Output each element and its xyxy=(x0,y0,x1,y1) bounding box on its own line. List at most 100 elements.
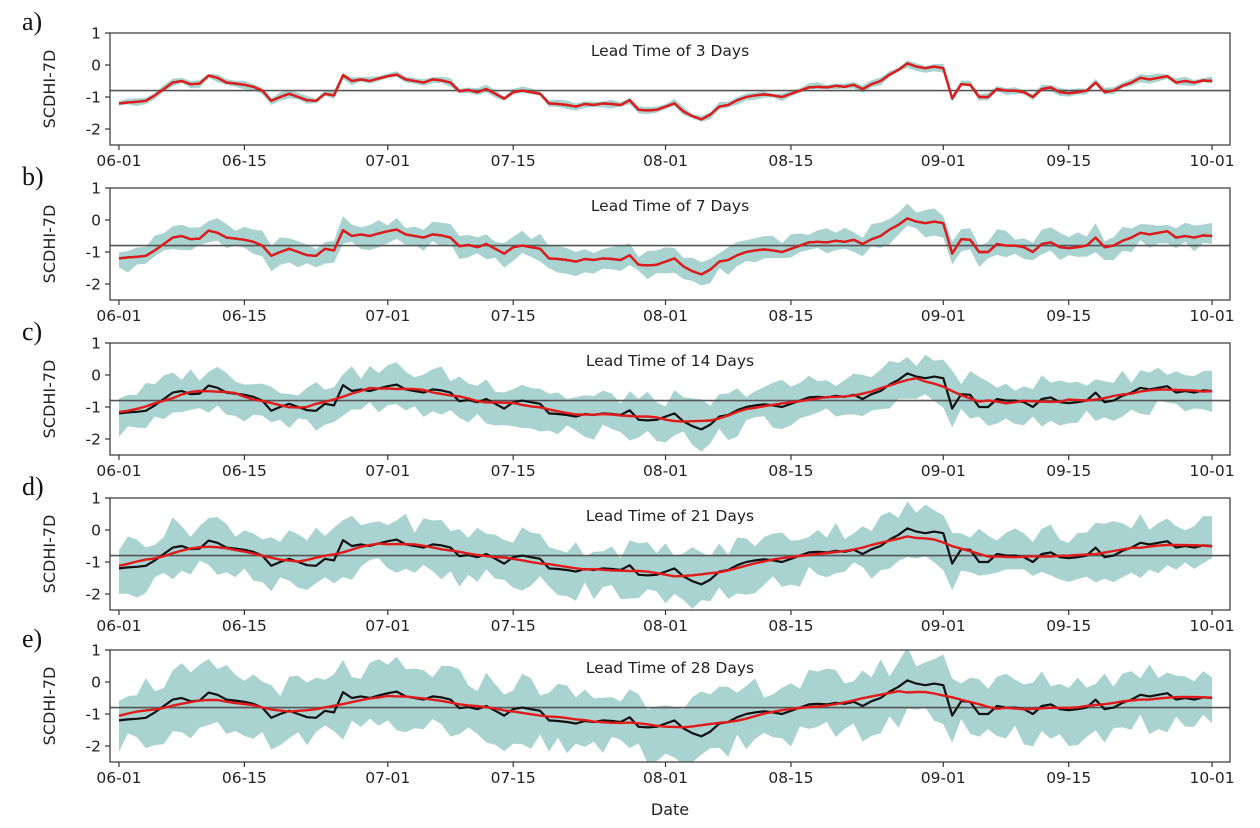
y-tick-label: -2 xyxy=(86,431,101,449)
x-tick-label: 06-15 xyxy=(222,152,267,170)
panel-3: 1 0 -1 -2 06-01 06-15 07-01 07-15 08-01 08-15 09-0… xyxy=(22,317,1235,480)
x-tick-label: 08-01 xyxy=(643,307,688,325)
y-tick-label: -1 xyxy=(86,399,101,417)
forecast-mean-line xyxy=(118,690,1213,729)
x-tick-label: 06-15 xyxy=(222,617,267,635)
y-tick-label: 1 xyxy=(91,180,101,198)
x-tick-label: 06-01 xyxy=(96,617,141,635)
y-tick-label: 0 xyxy=(91,367,101,385)
plot-frame xyxy=(109,497,1231,611)
panels-layer: 1 0 -1 -2 06-01 06-15 07-01 07-15 08-01 08-15 09-0… xyxy=(22,7,1235,787)
y-tick-label: -1 xyxy=(86,554,101,572)
y-tick-label: -1 xyxy=(86,706,101,724)
x-tick-label: 06-15 xyxy=(222,769,267,787)
y-axis-label: SCDHI-7D xyxy=(40,50,59,129)
observed-line xyxy=(118,527,1213,586)
ensemble-band xyxy=(119,203,1213,286)
x-tick-label: 09-15 xyxy=(1046,152,1091,170)
panel-title: Lead Time of 3 Days xyxy=(591,42,749,60)
panel-letter: c) xyxy=(22,317,42,346)
x-tick-label: 08-01 xyxy=(643,152,688,170)
x-tick-label: 10-01 xyxy=(1190,152,1235,170)
panel-5: 1 0 -1 -2 06-01 06-15 07-01 07-15 08-01 08-15 09-0… xyxy=(22,624,1235,787)
forecast-mean-line xyxy=(118,62,1213,121)
x-tick-label: 08-01 xyxy=(643,769,688,787)
y-axis-label: SCDHI-7D xyxy=(40,667,59,746)
y-tick-label: 1 xyxy=(91,490,101,508)
plot-frame xyxy=(109,342,1231,456)
y-tick-label: 1 xyxy=(91,335,101,353)
x-tick-label: 09-01 xyxy=(921,769,966,787)
y-tick-label: 0 xyxy=(91,57,101,75)
x-tick-label: 09-01 xyxy=(921,617,966,635)
panel-letter: d) xyxy=(22,472,44,501)
x-tick-label: 09-15 xyxy=(1046,617,1091,635)
panel-letter: a) xyxy=(22,7,42,36)
x-tick-label: 06-15 xyxy=(222,307,267,325)
panel-letter: e) xyxy=(22,624,42,653)
x-tick-label: 08-15 xyxy=(768,307,813,325)
x-tick-label: 07-15 xyxy=(491,462,536,480)
x-tick-label: 06-15 xyxy=(222,462,267,480)
plot-area xyxy=(110,354,1230,452)
plot-frame xyxy=(109,649,1231,763)
plot-area xyxy=(110,650,1230,762)
x-tick-label: 06-01 xyxy=(96,462,141,480)
observed-line xyxy=(118,679,1213,738)
ensemble-band xyxy=(119,650,1213,762)
panel-1: 1 0 -1 -2 06-01 06-15 07-01 07-15 08-01 08-15 09-0… xyxy=(22,7,1235,170)
plot-area xyxy=(110,203,1230,286)
panel-title: Lead Time of 7 Days xyxy=(591,197,749,215)
y-tick-label: -2 xyxy=(86,738,101,756)
y-tick-label: -2 xyxy=(86,276,101,294)
x-tick-label: 07-15 xyxy=(491,617,536,635)
x-tick-label: 08-15 xyxy=(768,617,813,635)
x-tick-label: 07-15 xyxy=(491,152,536,170)
y-axis-label: SCDHI-7D xyxy=(40,205,59,284)
x-tick-label: 07-01 xyxy=(365,462,410,480)
panel-4: 1 0 -1 -2 06-01 06-15 07-01 07-15 08-01 08-15 09-0… xyxy=(22,472,1235,635)
plot-frame xyxy=(109,32,1231,146)
x-tick-label: 10-01 xyxy=(1190,617,1235,635)
x-tick-label: 09-01 xyxy=(921,462,966,480)
x-tick-label: 06-01 xyxy=(96,152,141,170)
x-tick-label: 09-15 xyxy=(1046,769,1091,787)
x-tick-label: 08-15 xyxy=(768,462,813,480)
panel-title: Lead Time of 14 Days xyxy=(586,352,754,370)
y-tick-label: -1 xyxy=(86,89,101,107)
y-tick-label: 0 xyxy=(91,212,101,230)
forecast-mean-line xyxy=(118,377,1213,423)
panel-title: Lead Time of 28 Days xyxy=(586,659,754,677)
x-axis-label: Date xyxy=(651,800,689,819)
x-tick-label: 07-01 xyxy=(365,307,410,325)
y-tick-label: -2 xyxy=(86,121,101,139)
x-tick-label: 07-01 xyxy=(365,769,410,787)
y-axis-label: SCDHI-7D xyxy=(40,360,59,439)
x-tick-label: 08-15 xyxy=(768,769,813,787)
plot-frame xyxy=(109,187,1231,301)
y-tick-label: 0 xyxy=(91,522,101,540)
x-tick-label: 08-01 xyxy=(643,617,688,635)
x-tick-label: 06-01 xyxy=(96,307,141,325)
x-tick-label: 07-15 xyxy=(491,769,536,787)
plot-area xyxy=(110,60,1230,122)
forecast-mean-line xyxy=(118,217,1213,276)
y-tick-label: 1 xyxy=(91,25,101,43)
x-tick-label: 07-01 xyxy=(365,617,410,635)
x-tick-label: 08-01 xyxy=(643,462,688,480)
panel-title: Lead Time of 21 Days xyxy=(586,507,754,525)
y-tick-label: -2 xyxy=(86,586,101,604)
x-tick-label: 08-15 xyxy=(768,152,813,170)
x-tick-label: 09-15 xyxy=(1046,462,1091,480)
panel-letter: b) xyxy=(22,162,44,191)
y-axis-label: SCDHI-7D xyxy=(40,515,59,594)
x-tick-label: 09-01 xyxy=(921,152,966,170)
x-tick-label: 09-15 xyxy=(1046,307,1091,325)
x-tick-label: 07-01 xyxy=(365,152,410,170)
y-tick-label: 1 xyxy=(91,642,101,660)
x-tick-label: 09-01 xyxy=(921,307,966,325)
observed-line xyxy=(118,62,1213,121)
panel-2: 1 0 -1 -2 06-01 06-15 07-01 07-15 08-01 08-15 09-0… xyxy=(22,162,1235,325)
x-tick-label: 10-01 xyxy=(1190,307,1235,325)
